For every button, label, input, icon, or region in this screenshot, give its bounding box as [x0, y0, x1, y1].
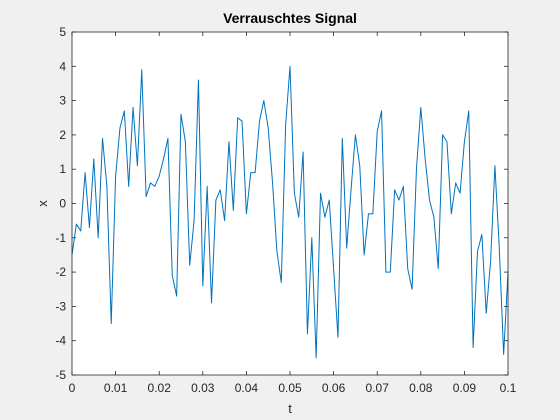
x-tick-label: 0.02 [148, 381, 172, 395]
y-tick-label: 3 [59, 94, 66, 108]
y-tick-label: -1 [55, 231, 66, 245]
y-tick-label: 1 [59, 162, 66, 176]
y-tick-label: -4 [55, 334, 66, 348]
x-tick-label: 0.09 [453, 381, 477, 395]
chart-title: Verrauschtes Signal [223, 10, 357, 26]
x-tick-label: 0.03 [191, 381, 215, 395]
y-tick-label: 0 [59, 197, 66, 211]
y-axis-label: x [35, 200, 50, 207]
x-tick-label: 0.01 [104, 381, 128, 395]
x-tick-label: 0.06 [322, 381, 346, 395]
signal-line [71, 65, 509, 359]
x-tick-label: 0.04 [235, 381, 259, 395]
x-tick-label: 0.08 [409, 381, 433, 395]
y-tick-label: 5 [59, 25, 66, 39]
x-tick-label: 0.1 [500, 381, 517, 395]
y-tick-label: 4 [59, 59, 66, 73]
y-axis-ticks: -5 -4 -3 -2 -1 0 1 2 3 4 5 [55, 25, 508, 382]
y-tick-label: -5 [55, 368, 66, 382]
plot-area [72, 32, 508, 375]
x-tick-label: 0.07 [366, 381, 390, 395]
x-tick-label: 0.05 [278, 381, 302, 395]
x-axis-ticks: 0 0.01 0.02 0.03 0.04 0.05 0.06 0.07 0.08 0.09 0.1 [69, 32, 517, 395]
axes-box [71, 31, 509, 376]
x-axis-label: t [288, 401, 292, 416]
y-tick-label: -2 [55, 265, 66, 279]
y-tick-label: -3 [55, 299, 66, 313]
y-tick-label: 2 [59, 128, 66, 142]
x-tick-label: 0 [69, 381, 76, 395]
